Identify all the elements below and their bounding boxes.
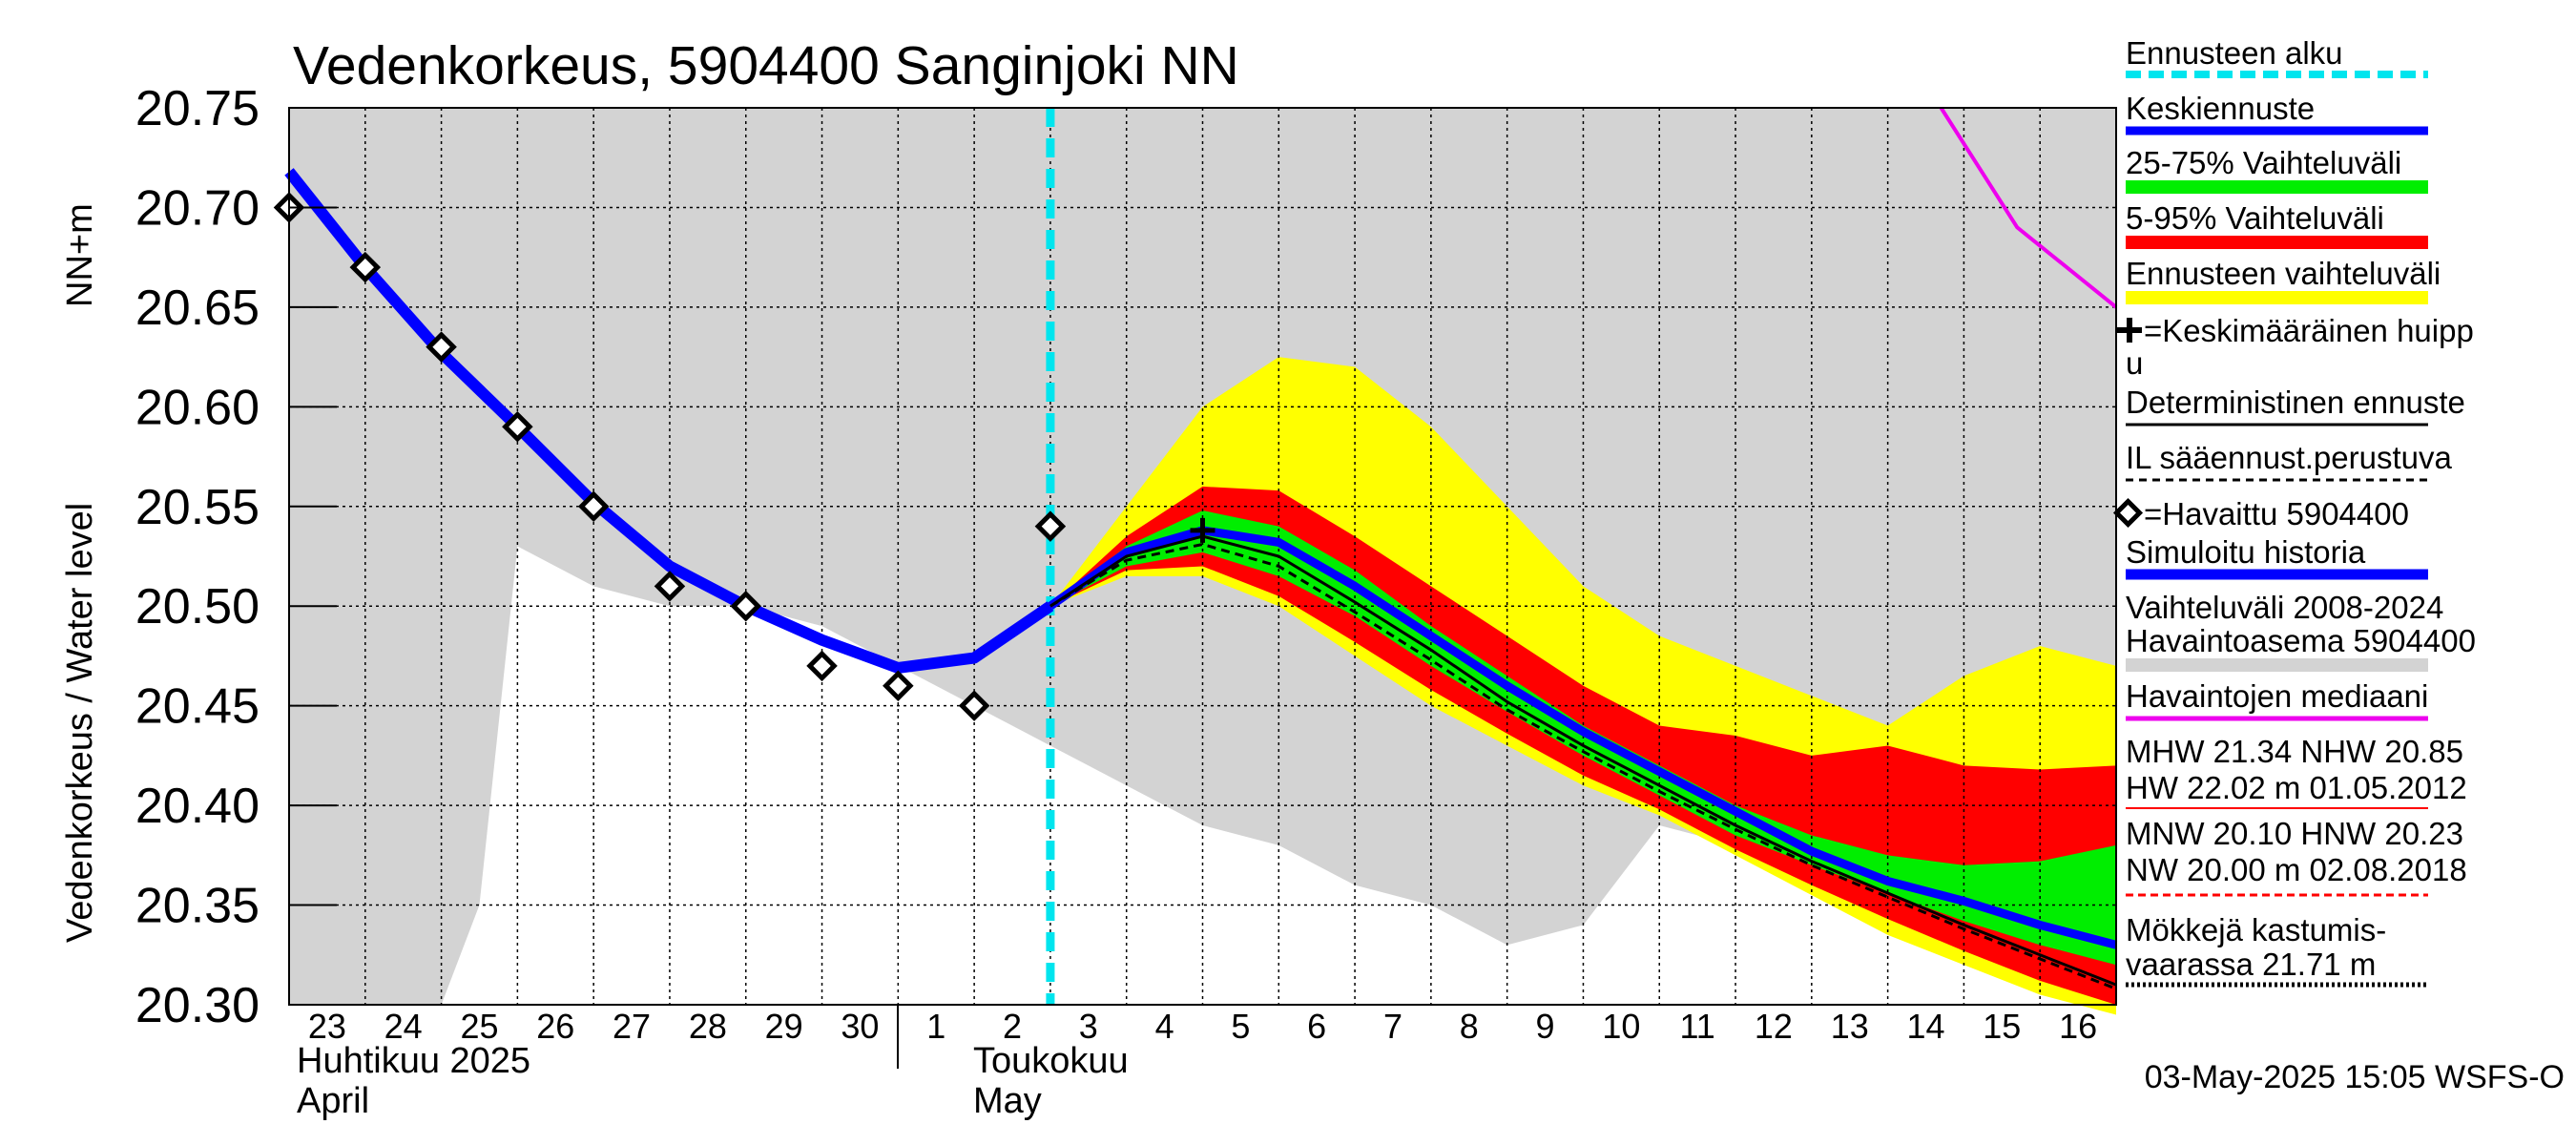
x-tick-label: 26 [536,1007,574,1046]
x-tick-label: 2 [1003,1007,1022,1046]
y-tick-label: 20.40 [135,779,260,834]
diamond-icon [2112,497,2144,529]
svg-text:Mökkejä kastumis-: Mökkejä kastumis- [2126,912,2386,947]
svg-text:MNW 20.10 HNW 20.23: MNW 20.10 HNW 20.23 [2126,816,2463,851]
svg-text:NW 20.00 m 02.08.2018: NW 20.00 m 02.08.2018 [2126,852,2467,887]
legend-mean-forecast: Keskiennuste [2126,91,2428,135]
x-tick-label: 9 [1536,1007,1555,1046]
svg-text:Havaintojen mediaani: Havaintojen mediaani [2126,678,2428,714]
chart-title: Vedenkorkeus, 5904400 Sanginjoki NN [293,35,1239,96]
month-label-may-en: May [973,1081,1042,1121]
month-label-april-fi: Huhtikuu 2025 [297,1041,530,1081]
y-tick-label: 20.75 [135,81,260,136]
legend-forecast-range: Ennusteen vaihteluväli [2126,256,2441,304]
svg-text:25-75% Vaihteluväli: 25-75% Vaihteluväli [2126,145,2401,180]
x-tick-label: 4 [1155,1007,1174,1046]
svg-text:Deterministinen ennuste: Deterministinen ennuste [2126,385,2465,420]
observed-point [654,571,686,602]
observed-point [502,410,533,443]
legend-deterministic: Deterministinen ennuste [2126,385,2465,427]
x-tick-label: 29 [765,1007,803,1046]
y-axis-label: Vedenkorkeus / Water level [60,503,100,943]
svg-text:Ennusteen alku: Ennusteen alku [2126,35,2343,71]
legend-mnw: MNW 20.10 HNW 20.23 NW 20.00 m 02.08.201… [2126,816,2467,897]
y-tick-label: 20.50 [135,579,260,635]
y-tick-label: 20.55 [135,480,260,535]
x-tick-label: 1 [926,1007,945,1046]
legend-band-5-95: 5-95% Vaihteluväli [2126,200,2428,249]
x-tick-label: 30 [841,1007,879,1046]
y-tick-label: 20.45 [135,679,260,735]
legend-band-25-75: 25-75% Vaihteluväli [2126,145,2428,194]
x-tick-label: 14 [1906,1007,1944,1046]
observed-point [883,670,914,702]
x-tick-label: 3 [1079,1007,1098,1046]
x-tick-label: 28 [689,1007,727,1046]
x-tick-label: 23 [308,1007,346,1046]
y-tick-label: 20.35 [135,879,260,934]
mean-forecast-line [1048,526,2118,949]
legend-mean-peak: =Keskimääräinen huipp u [2117,313,2474,381]
mean-peak-marker [1190,517,1215,543]
legend-median: Havaintojen mediaani [2126,678,2428,721]
observed-point [349,251,382,283]
y-tick-label: 20.65 [135,281,260,336]
y-tick-label: 20.30 [135,978,260,1033]
legend-cabins: Mökkejä kastumis- vaarassa 21.71 m [2126,912,2428,988]
legend: Ennusteen alku Keskiennuste 25-75% Vaiht… [2112,35,2476,988]
x-tick-label: 5 [1231,1007,1250,1046]
x-tick-label: 8 [1460,1007,1479,1046]
plot-frame [288,107,2117,1006]
legend-il-weather: IL sääennust.perustuva [2126,440,2452,482]
svg-text:=Havaittu 5904400: =Havaittu 5904400 [2144,496,2409,531]
median-line [1939,106,2118,309]
x-tick-label: 6 [1307,1007,1326,1046]
il-weather-forecast-line [1049,542,2117,990]
x-tick-label: 10 [1602,1007,1640,1046]
observed-point [958,690,990,721]
observed-point [1034,510,1067,542]
footer-timestamp: 03-May-2025 15:05 WSFS-O [2145,1059,2565,1095]
svg-text:u: u [2126,345,2143,381]
x-tick-label: 25 [460,1007,498,1046]
x-tick-label: 12 [1755,1007,1793,1046]
plus-icon [2117,318,2142,343]
observed-point [577,490,610,523]
x-tick-label: 16 [2059,1007,2097,1046]
svg-text:HW 22.02 m 01.05.2012: HW 22.02 m 01.05.2012 [2126,770,2467,805]
legend-observed: =Havaittu 5904400 [2112,496,2409,531]
x-tick-label: 24 [384,1007,423,1046]
y-tick-label: 20.60 [135,380,260,435]
svg-text:Ennusteen vaihteluväli: Ennusteen vaihteluväli [2126,256,2441,291]
svg-text:5-95% Vaihteluväli: 5-95% Vaihteluväli [2126,200,2384,236]
svg-text:Simuloitu historia: Simuloitu historia [2126,534,2366,570]
month-label-april-en: April [297,1081,369,1121]
observed-point [426,331,457,363]
x-tick-label: 27 [613,1007,651,1046]
deterministic-forecast-line [1049,534,2117,987]
x-tick-label: 11 [1679,1007,1714,1046]
y-tick-label: 20.70 [135,180,260,236]
x-tick-label: 13 [1831,1007,1869,1046]
legend-history-range: Vaihteluväli 2008-2024 Havaintoasema 590… [2126,590,2476,672]
svg-text:IL sääennust.perustuva: IL sääennust.perustuva [2126,440,2452,475]
x-tick-label: 15 [1983,1007,2021,1046]
simulated-history-line [284,168,1054,674]
x-tick-label: 7 [1383,1007,1402,1046]
svg-text:MHW 21.34 NHW 20.85: MHW 21.34 NHW 20.85 [2126,734,2463,769]
observed-point [806,650,838,682]
svg-text:Vaihteluväli 2008-2024: Vaihteluväli 2008-2024 [2126,590,2443,625]
y-axis-unit: NN+m [60,203,100,307]
svg-text:Havaintoasema 5904400: Havaintoasema 5904400 [2126,623,2476,658]
svg-text:Keskiennuste: Keskiennuste [2126,91,2315,126]
observed-point [730,590,762,622]
legend-simulated-history: Simuloitu historia [2126,534,2428,580]
legend-forecast-start: Ennusteen alku [2126,35,2428,78]
svg-text:=Keskimääräinen huipp: =Keskimääräinen huipp [2144,313,2474,348]
legend-mhw: MHW 21.34 NHW 20.85 HW 22.02 m 01.05.201… [2126,734,2467,809]
svg-text:vaarassa 21.71 m: vaarassa 21.71 m [2126,947,2376,982]
month-label-may-fi: Toukokuu [973,1041,1129,1081]
